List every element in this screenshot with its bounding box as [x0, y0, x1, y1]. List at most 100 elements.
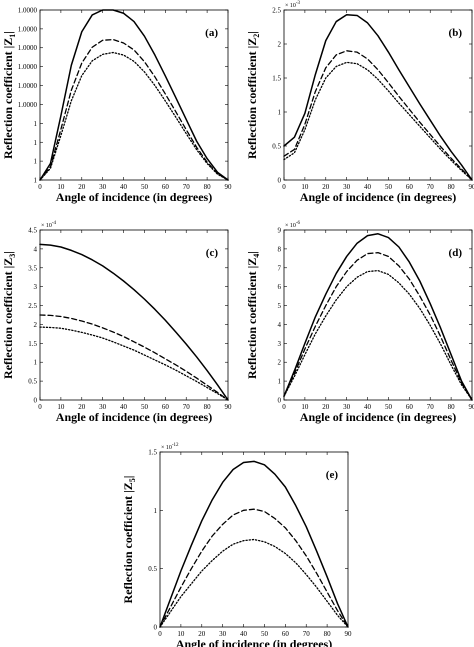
y-tick-label: 3 [34, 283, 38, 291]
x-tick-label: 0 [158, 630, 162, 638]
x-tick-label: 10 [177, 630, 185, 638]
plot-frame [39, 229, 229, 401]
y-tick-label: 1.5 [28, 340, 37, 348]
y-tick-label: 1.0000 [18, 7, 38, 15]
x-tick-label: 80 [204, 403, 212, 411]
x-tick-label: 60 [406, 403, 414, 411]
y-tick-label: 1.5 [272, 75, 281, 83]
x-tick-label: 40 [240, 630, 248, 638]
x-tick-label: 20 [78, 183, 86, 191]
y-exponent-label: × 10-12 [161, 443, 179, 451]
y-tick-label: 1 [34, 120, 38, 128]
x-tick-label: 10 [57, 183, 65, 191]
y-tick-label: 7 [278, 264, 282, 272]
x-tick-label: 30 [343, 403, 351, 411]
x-axis-title: Angle of incidence (in degrees) [176, 637, 332, 647]
x-tick-label: 70 [427, 183, 435, 191]
series-line-dotted [283, 61, 473, 181]
x-axis-title: Angle of incidence (in degrees) [300, 410, 456, 424]
x-tick-label: 60 [162, 403, 170, 411]
x-tick-label: 70 [303, 630, 311, 638]
series-line-dotted [39, 51, 229, 181]
x-tick-label: 80 [448, 403, 456, 411]
series-line-solid [283, 233, 473, 401]
x-tick-label: 40 [364, 403, 372, 411]
y-tick-label: 1 [278, 109, 282, 117]
y-tick-label: 8 [278, 245, 282, 253]
series-line-dotted [39, 326, 229, 401]
x-tick-label: 30 [219, 630, 227, 638]
y-tick-label: 4 [34, 245, 38, 253]
x-tick-label: 30 [99, 183, 107, 191]
y-axis-title: Reflection coefficient |Z4| [245, 251, 261, 379]
y-axis-title: Reflection coefficient |Z1| [1, 31, 17, 159]
y-exponent-label: × 10-4 [41, 221, 57, 229]
y-tick-label: 1.5 [148, 449, 157, 457]
x-tick-label: 80 [324, 630, 332, 638]
y-tick-label: 9 [278, 227, 282, 235]
x-tick-label: 70 [183, 403, 191, 411]
panel-label: (c) [206, 247, 219, 259]
x-tick-label: 50 [385, 183, 393, 191]
x-tick-label: 90 [225, 183, 233, 191]
x-tick-label: 50 [261, 630, 269, 638]
y-tick-label: 1.0000 [18, 63, 38, 71]
x-tick-label: 90 [345, 630, 353, 638]
x-tick-label: 80 [204, 183, 212, 191]
y-tick-label: 1 [34, 359, 38, 367]
x-tick-label: 70 [183, 183, 191, 191]
chart-panel-2: 0 10 20 30 40 50 60 70 80 90 0 0.5 1 1.5 2 2.5 × 10-3 (b)… [245, 1, 474, 204]
series-line-dashed [39, 314, 229, 401]
y-axis-title: Reflection coefficient |Z5| [121, 476, 137, 604]
x-tick-label: 70 [427, 403, 435, 411]
y-tick-label: 3.5 [28, 264, 37, 272]
y-tick-label: 1.0000 [18, 44, 38, 52]
x-tick-label: 0 [282, 403, 286, 411]
chart-panel-4: 0 10 20 30 40 50 60 70 80 90 0 1 2 3 4 5 6 7 8 9× 10-6 (d) An… [245, 221, 474, 424]
x-tick-label: 40 [120, 403, 128, 411]
y-tick-label: 5 [278, 302, 282, 310]
series-line-solid [39, 243, 229, 401]
chart-panel-1: 0 10 20 30 40 50 60 70 80 90 1 1 1 1 1.0000 1.0000 1.000… [1, 7, 232, 205]
y-tick-label: 0 [278, 177, 282, 185]
x-axis-title: Angle of incidence (in degrees) [56, 410, 212, 424]
y-tick-label: 0 [154, 624, 158, 632]
y-tick-label: 0.5 [272, 143, 281, 151]
x-tick-label: 10 [57, 403, 65, 411]
x-tick-label: 10 [301, 403, 309, 411]
series-line-solid [39, 9, 229, 181]
panel-label: (e) [326, 469, 339, 481]
y-tick-label: 2 [278, 359, 282, 367]
y-tick-label: 0 [278, 397, 282, 405]
x-tick-label: 10 [301, 183, 309, 191]
y-tick-label: 1 [278, 378, 282, 386]
y-tick-label: 0.5 [148, 565, 157, 573]
x-tick-label: 0 [282, 183, 286, 191]
x-tick-label: 40 [364, 183, 372, 191]
y-tick-label: 4.5 [28, 227, 37, 235]
x-tick-label: 90 [469, 403, 474, 411]
x-tick-label: 60 [282, 630, 290, 638]
chart-panel-3: 0 10 20 30 40 50 60 70 80 90 0 0.5 1 1.5 2 2.5 3 3.5 4 4.5 ×… [1, 221, 232, 424]
x-tick-label: 30 [99, 403, 107, 411]
y-tick-label: 1.0000 [18, 25, 38, 33]
y-tick-label: 1 [34, 177, 38, 185]
series-line-solid [159, 460, 349, 628]
x-tick-label: 40 [120, 183, 128, 191]
x-axis-title: Angle of incidence (in degrees) [300, 190, 456, 204]
x-axis-title: Angle of incidence (in degrees) [56, 190, 212, 204]
y-axis-title: Reflection coefficient |Z2| [245, 31, 261, 159]
plot-frame [39, 9, 229, 181]
y-tick-label: 2 [278, 41, 282, 49]
x-tick-label: 30 [343, 183, 351, 191]
x-tick-label: 90 [225, 403, 233, 411]
series-line-dashed [159, 508, 349, 628]
y-tick-label: 1 [154, 507, 158, 515]
series-line-dotted [283, 269, 473, 401]
y-exponent-label: × 10-6 [285, 221, 301, 229]
y-tick-label: 0 [34, 397, 38, 405]
x-tick-label: 60 [162, 183, 170, 191]
y-tick-label: 0.5 [28, 378, 37, 386]
x-tick-label: 80 [448, 183, 456, 191]
